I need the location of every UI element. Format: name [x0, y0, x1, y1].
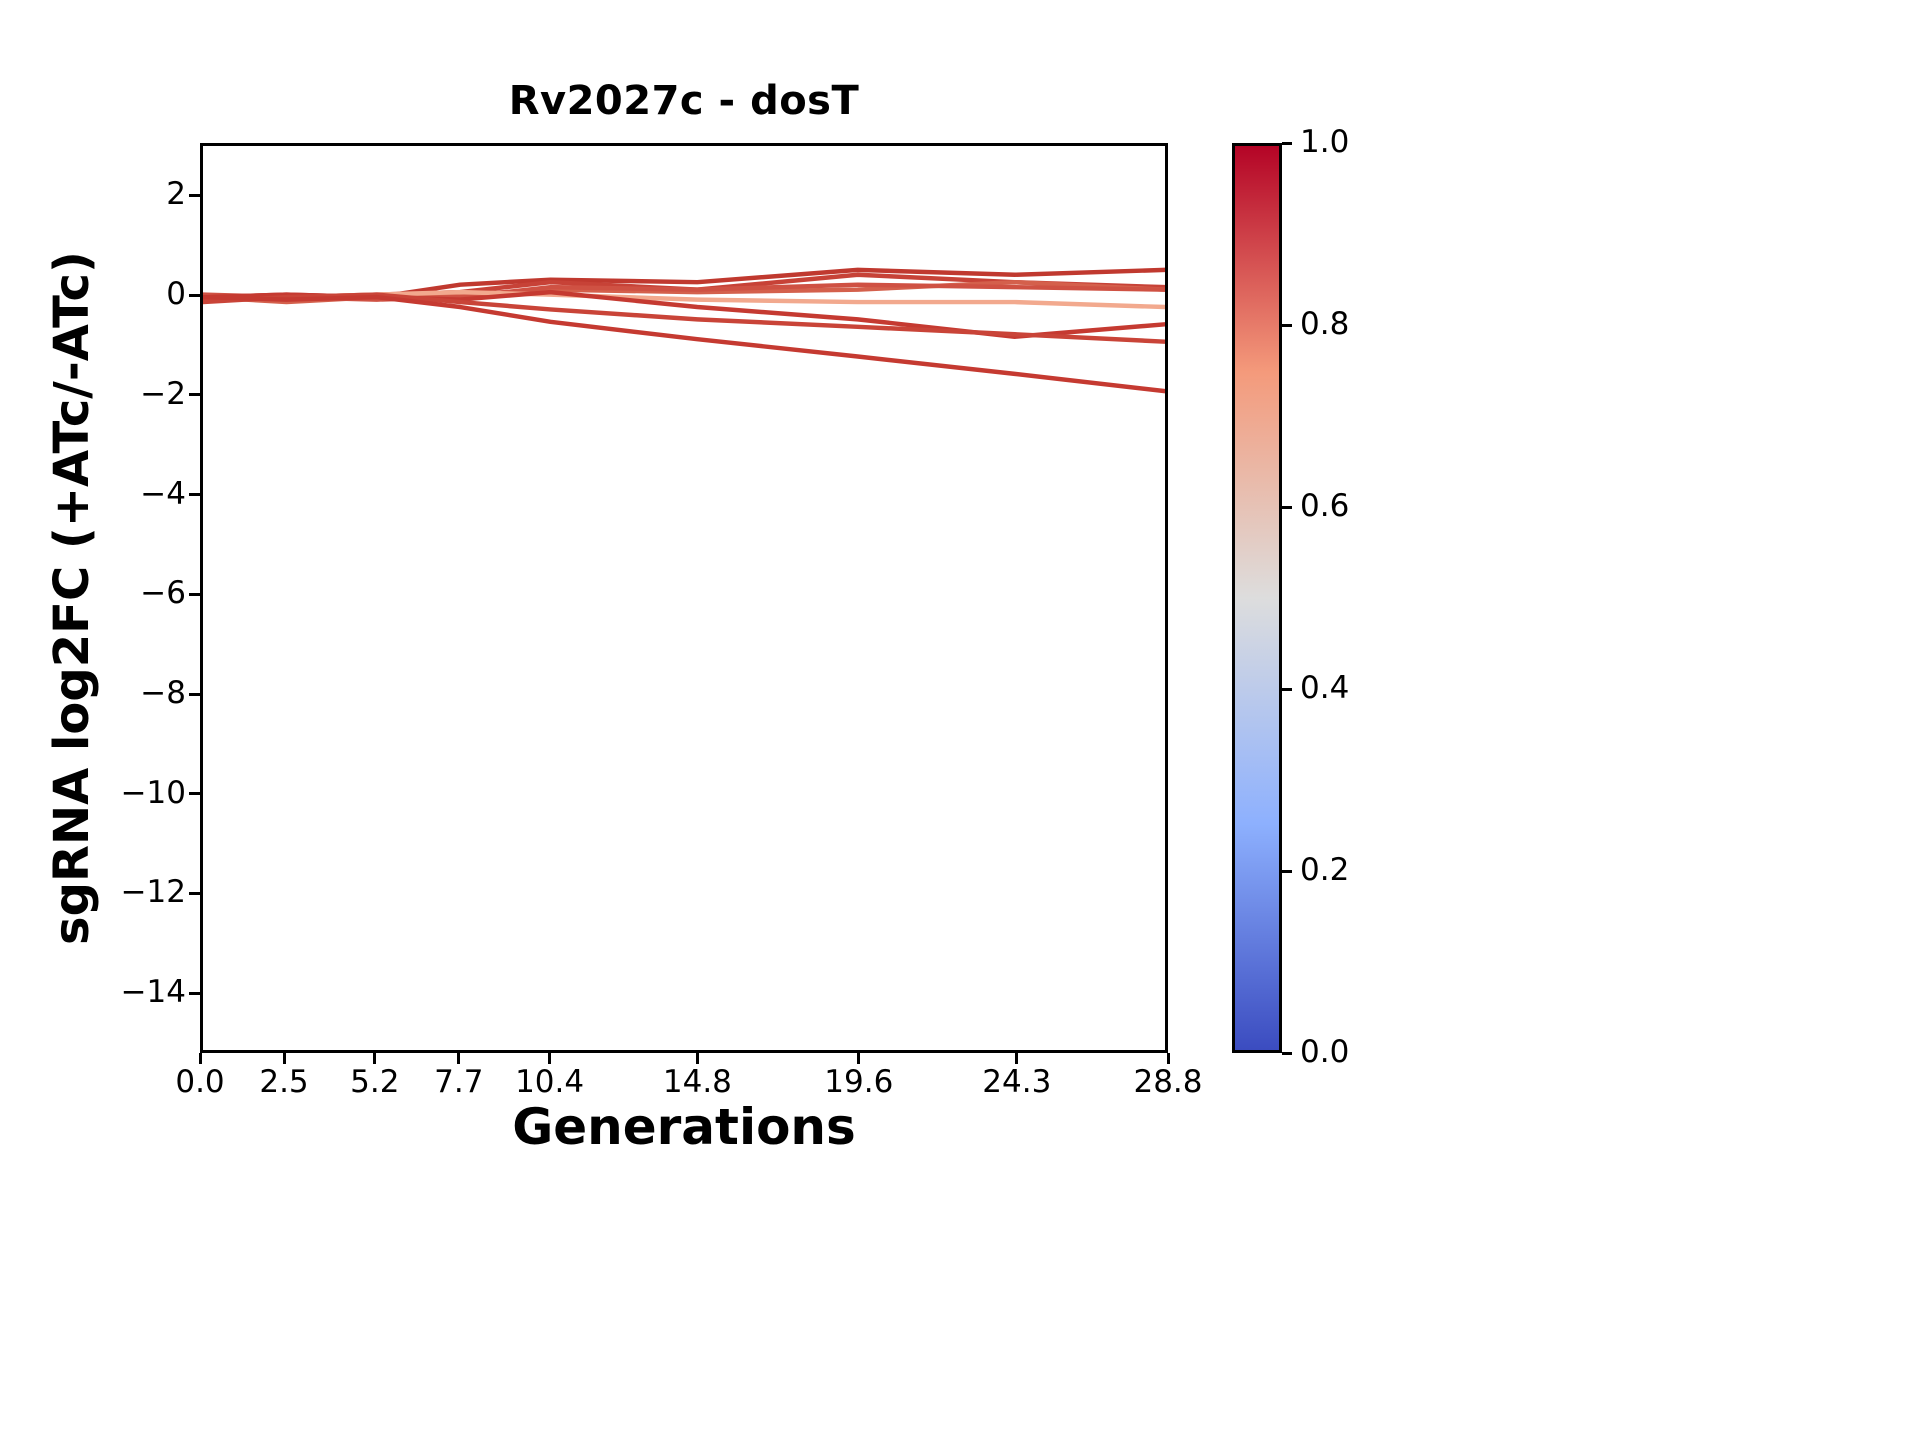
x-tick-label: 2.5: [259, 1064, 309, 1100]
colorbar-gradient: [1235, 146, 1279, 1050]
x-tick-mark: [857, 1053, 861, 1064]
colorbar-tick-label: 0.4: [1300, 670, 1350, 706]
colorbar-tick-mark: [1282, 687, 1292, 691]
y-tick-label: −6: [140, 575, 186, 612]
colorbar-tick-mark: [1282, 869, 1292, 873]
x-tick-mark: [695, 1053, 699, 1064]
y-tick-mark: [189, 891, 200, 895]
x-tick-label: 14.8: [662, 1064, 732, 1100]
x-tick-label: 0.0: [175, 1064, 225, 1100]
colorbar-tick-mark: [1282, 505, 1292, 509]
y-tick-mark: [189, 692, 200, 696]
line-chart: [203, 267, 1165, 394]
x-tick-label: 10.4: [515, 1064, 585, 1100]
x-tick-mark: [1166, 1053, 1170, 1064]
y-tick-label: −8: [140, 675, 186, 711]
y-tick-label: −12: [120, 874, 186, 911]
y-tick-label: −10: [120, 774, 186, 811]
x-tick-label: 19.6: [824, 1064, 894, 1100]
x-tick-mark: [373, 1053, 377, 1064]
y-tick-label: −14: [120, 974, 186, 1011]
x-tick-label: 24.3: [982, 1064, 1052, 1100]
colorbar-tick-mark: [1282, 323, 1292, 327]
colorbar-tick-label: 0.0: [1300, 1034, 1350, 1070]
colorbar-tick-label: 0.6: [1300, 488, 1350, 524]
series-line-sgRNA-8: [203, 294, 1165, 394]
colorbar-tick-label: 1.0: [1300, 124, 1350, 160]
x-tick-mark: [457, 1053, 461, 1064]
x-tick-label: 28.8: [1133, 1064, 1203, 1100]
chart-title: Rv2027c - dosT: [508, 78, 860, 124]
colorbar-tick-label: 0.2: [1300, 852, 1350, 888]
x-tick-label: 5.2: [350, 1064, 400, 1100]
y-tick-mark: [189, 393, 200, 397]
y-tick-label: −2: [140, 375, 186, 412]
x-tick-mark: [282, 1053, 286, 1064]
y-tick-label: −4: [140, 475, 186, 512]
x-tick-mark: [548, 1053, 552, 1064]
y-tick-mark: [189, 293, 200, 297]
y-tick-mark: [189, 193, 200, 197]
y-tick-label: 2: [166, 176, 186, 213]
x-tick-label: 7.7: [434, 1064, 484, 1100]
colorbar-tick-label: 0.8: [1300, 306, 1350, 342]
y-tick-label: 0: [166, 276, 186, 313]
colorbar: [1232, 143, 1282, 1053]
y-tick-mark: [189, 991, 200, 995]
colorbar-tick-mark: [1282, 141, 1292, 145]
plot-area: [200, 143, 1168, 1053]
y-tick-mark: [189, 792, 200, 796]
x-tick-mark: [1015, 1053, 1019, 1064]
series-line-sgRNA-7: [203, 292, 1165, 344]
colorbar-tick-mark: [1282, 1051, 1292, 1055]
y-tick-mark: [189, 592, 200, 596]
y-tick-mark: [189, 493, 200, 496]
x-tick-mark: [198, 1053, 202, 1064]
x-axis-label: Generations: [512, 1098, 856, 1156]
